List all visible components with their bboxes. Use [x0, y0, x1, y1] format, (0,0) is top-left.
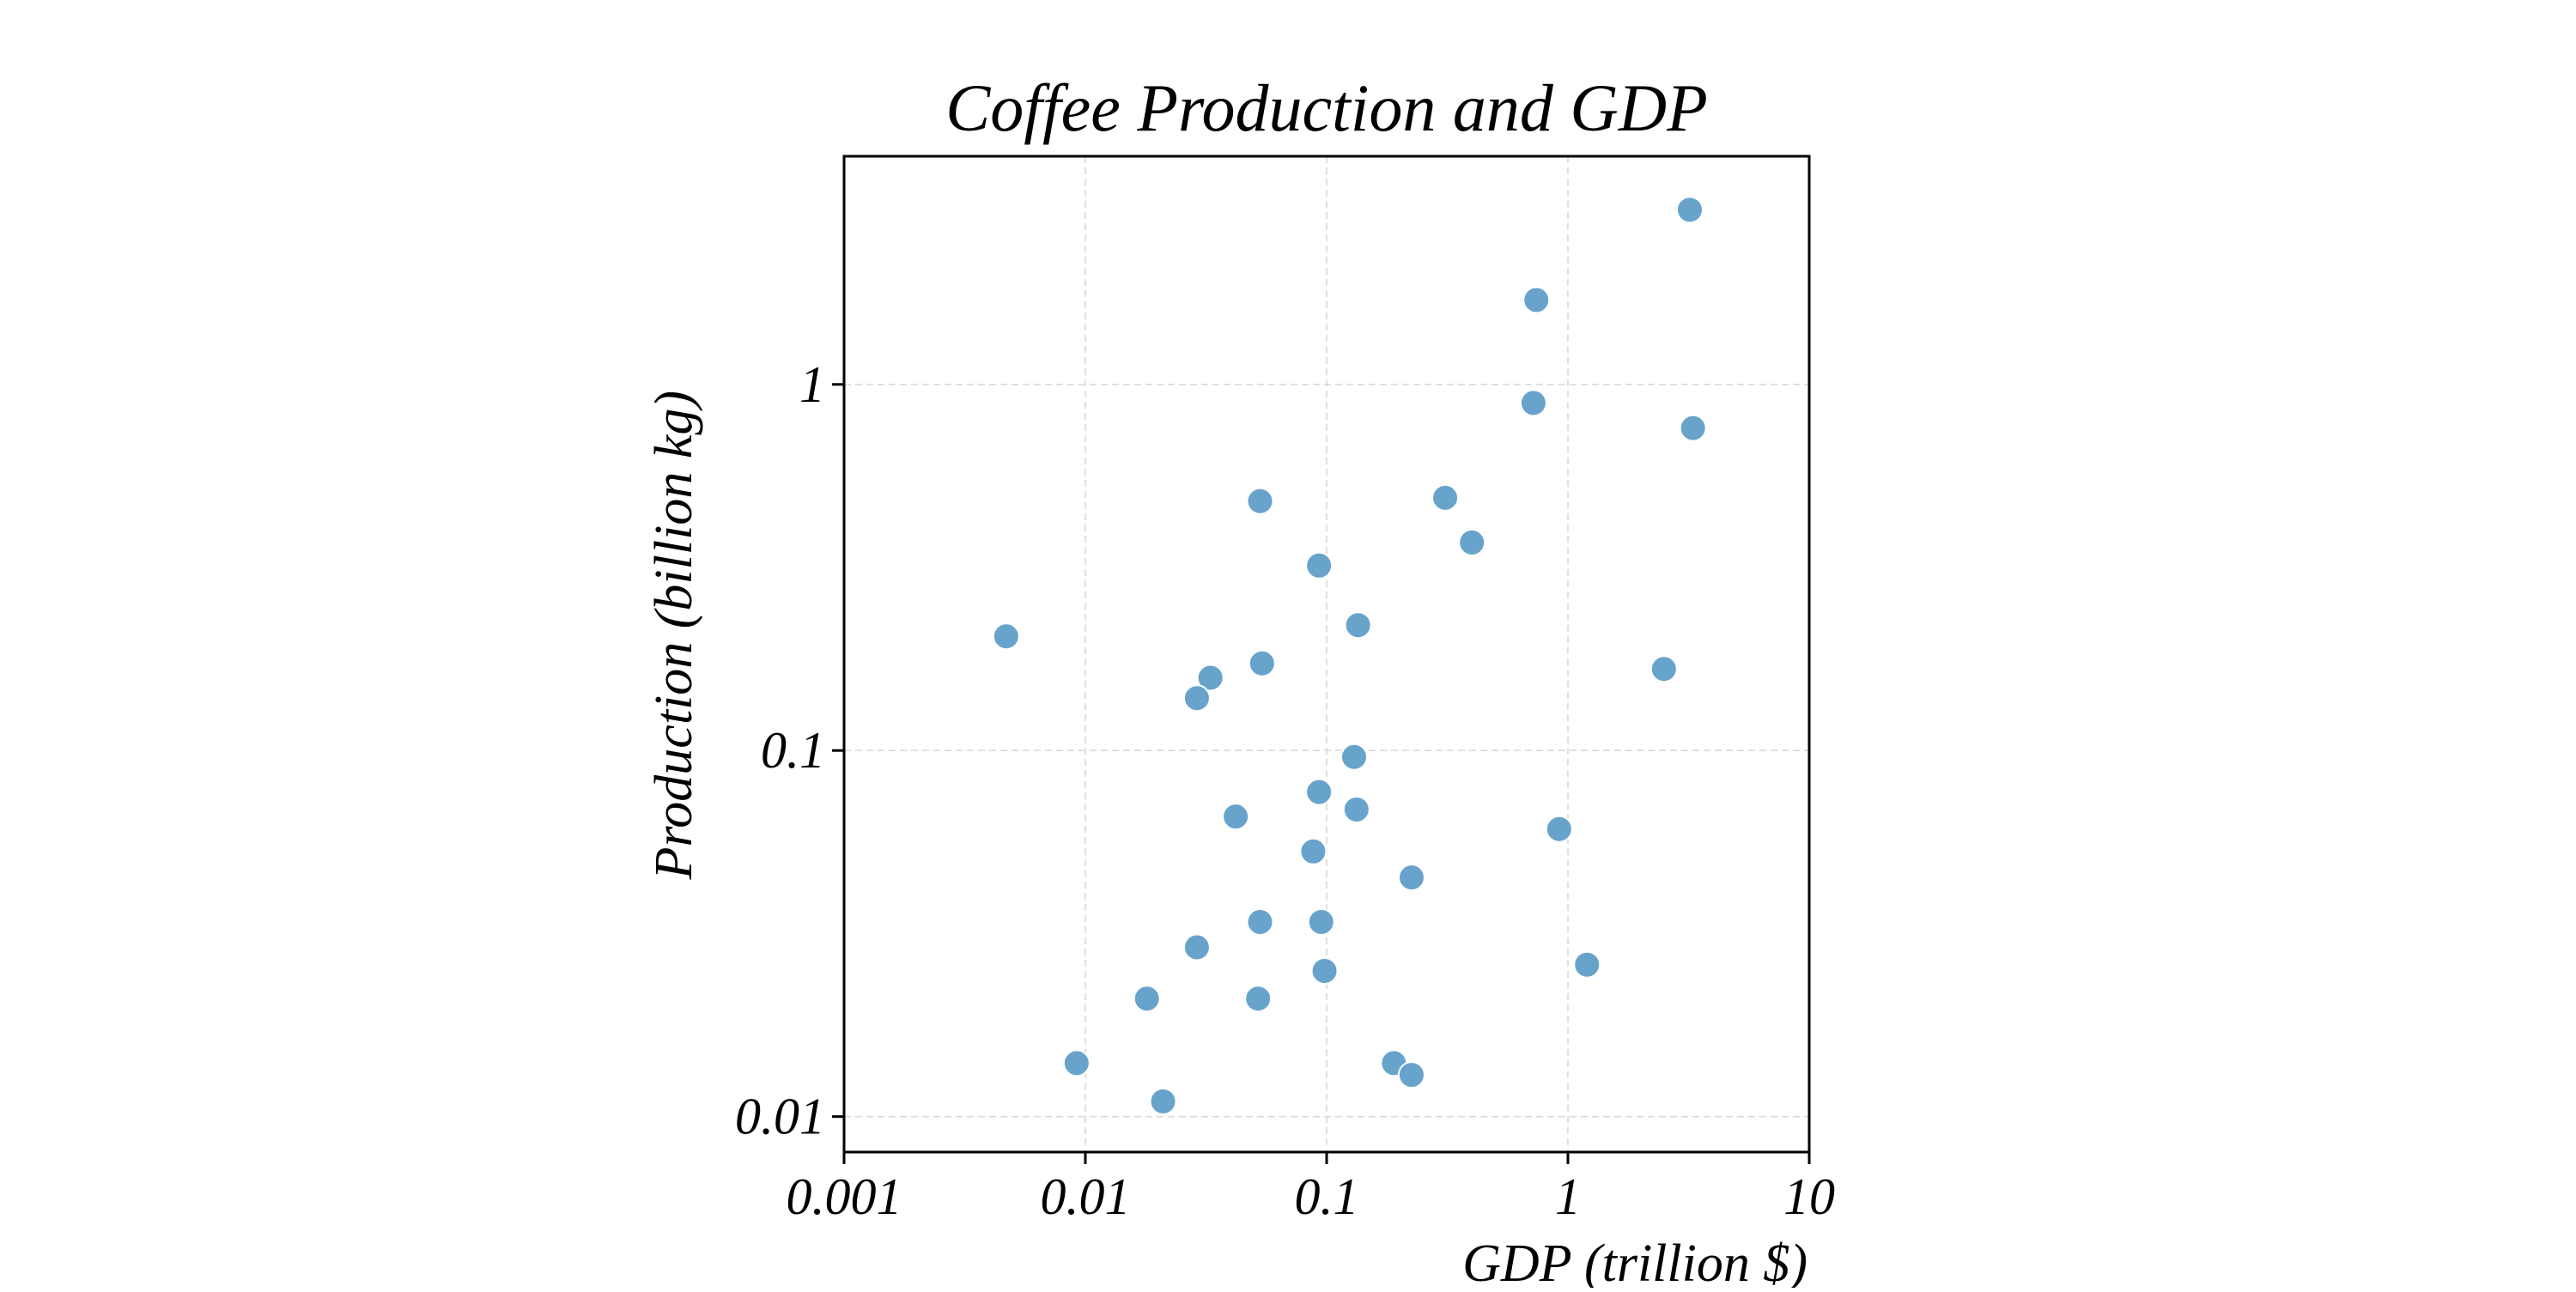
data-point[interactable] [1679, 414, 1707, 442]
x-axis-label: GDP (trillion $) [1462, 1234, 1807, 1288]
data-point[interactable] [1519, 389, 1547, 417]
data-point[interactable] [1458, 528, 1486, 556]
data-point[interactable] [1675, 196, 1704, 224]
data-point[interactable] [1305, 778, 1334, 806]
data-point[interactable] [1182, 933, 1211, 961]
data-point[interactable] [1133, 985, 1161, 1013]
data-point[interactable] [1397, 1061, 1425, 1089]
data-point[interactable] [1222, 803, 1250, 831]
data-point[interactable] [1431, 483, 1460, 512]
data-point[interactable] [992, 622, 1020, 651]
y-tick-label: 0.01 [735, 1089, 825, 1145]
data-point[interactable] [1342, 795, 1370, 823]
data-point[interactable] [1573, 950, 1601, 979]
data-point[interactable] [1649, 655, 1678, 683]
data-point[interactable] [1246, 487, 1274, 515]
data-point[interactable] [1522, 286, 1551, 314]
data-point[interactable] [1310, 956, 1339, 985]
data-point[interactable] [1397, 864, 1425, 892]
data-point[interactable] [1307, 908, 1335, 937]
data-point[interactable] [1305, 551, 1334, 579]
x-tick-label: 0.01 [1041, 1168, 1131, 1225]
data-point[interactable] [1248, 649, 1276, 677]
data-point[interactable] [1182, 684, 1211, 713]
data-point[interactable] [1149, 1088, 1177, 1116]
x-tick-label: 0.001 [787, 1168, 902, 1225]
data-point[interactable] [1299, 837, 1327, 865]
data-point[interactable] [1344, 611, 1372, 640]
data-point[interactable] [1244, 985, 1273, 1013]
axis-ticks: 0.001 0.01 0.1 1 10 0.01 0.1 1 [735, 356, 1835, 1225]
y-tick-label: 1 [799, 356, 825, 413]
data-point[interactable] [1196, 664, 1224, 692]
y-axis-label: Production (billion kg) [645, 391, 703, 880]
data-points [992, 196, 1707, 1116]
x-tick-label: 1 [1555, 1168, 1581, 1225]
data-point[interactable] [1545, 815, 1573, 843]
x-tick-label: 10 [1783, 1168, 1835, 1225]
data-point[interactable] [1062, 1049, 1091, 1077]
data-point[interactable] [1340, 743, 1369, 771]
data-point[interactable] [1246, 908, 1274, 937]
x-tick-label: 0.1 [1295, 1168, 1359, 1225]
y-tick-label: 0.1 [761, 722, 825, 779]
chart-title: Coffee Production and GDP [945, 70, 1707, 145]
grid-lines [844, 156, 1809, 1152]
